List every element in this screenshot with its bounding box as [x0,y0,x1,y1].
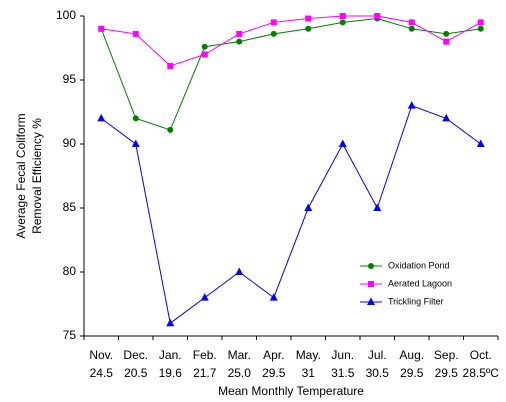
marker [166,318,175,327]
marker [305,25,312,32]
x-tick-label: Mar. [228,348,251,362]
x-tick-label: 20.5 [124,366,148,380]
x-tick-label: 30.5 [366,366,390,380]
marker [98,25,105,32]
series-line [100,18,481,131]
y-tick-label: 95 [63,72,77,86]
x-tick-label: 31 [302,366,316,380]
marker [305,15,312,22]
marker [270,19,277,26]
marker [270,30,277,37]
x-tick-label: 21.7 [193,366,217,380]
marker [442,113,451,122]
marker [339,13,346,19]
y-axis-title: Average Fecal Coliform [14,113,28,238]
x-tick-label: Jul. [368,348,387,362]
x-tick-label: Feb. [193,348,217,362]
marker [167,62,174,69]
x-tick-label: Aug. [399,348,424,362]
x-tick-label: 19.6 [159,366,183,380]
x-tick-label: Jan. [159,348,182,362]
marker [338,139,347,147]
marker [132,115,139,122]
marker [476,139,485,147]
marker [477,25,484,32]
marker [407,101,416,109]
legend-marker [368,263,374,269]
x-tick-label: 31.5 [331,366,355,380]
x-axis-title: Mean Monthly Temperature [218,384,364,398]
marker [236,38,243,45]
marker [200,293,209,301]
x-tick-label: Nov. [89,348,113,362]
marker [235,267,244,275]
marker [236,30,243,37]
legend-label: Oxidation Pond [388,260,450,270]
marker [339,19,346,26]
x-tick-label: Apr. [263,348,284,362]
x-tick-label: 28.5ºC [463,366,500,380]
marker [408,25,415,32]
x-tick-label: 29.5 [400,366,424,380]
marker [374,13,381,19]
y-tick-label: 85 [63,200,77,214]
x-tick-label: 24.5 [90,366,114,380]
marker [443,38,450,45]
marker [443,30,450,37]
marker [97,113,106,122]
x-tick-label: Dec. [123,348,148,362]
x-tick-label: Jun. [331,348,354,362]
marker [269,293,278,301]
marker [373,203,382,211]
marker [477,19,484,26]
series-line [101,15,481,67]
marker [201,51,208,58]
marker [201,43,208,50]
marker [131,139,140,147]
marker [304,203,313,211]
legend-label: Trickling Filter [388,296,444,306]
y-tick-label: 80 [63,264,77,278]
x-tick-label: Oct. [470,348,492,362]
x-tick-label: Sep. [434,348,459,362]
marker [167,126,174,133]
x-tick-label: May. [296,348,321,362]
y-tick-label: 75 [63,328,77,342]
marker [408,19,415,26]
x-tick-label: 25.0 [228,366,252,380]
x-tick-label: 29.5 [435,366,459,380]
legend-marker [368,281,374,287]
x-tick-label: 29.5 [262,366,286,380]
y-tick-label: 90 [63,136,77,150]
legend-marker [367,297,375,305]
marker [132,30,139,37]
legend-label: Aerated Lagoon [388,278,452,288]
y-axis-title: Removal Efficiency % [30,118,44,234]
y-tick-label: 100 [56,8,76,22]
series-line [100,104,482,325]
